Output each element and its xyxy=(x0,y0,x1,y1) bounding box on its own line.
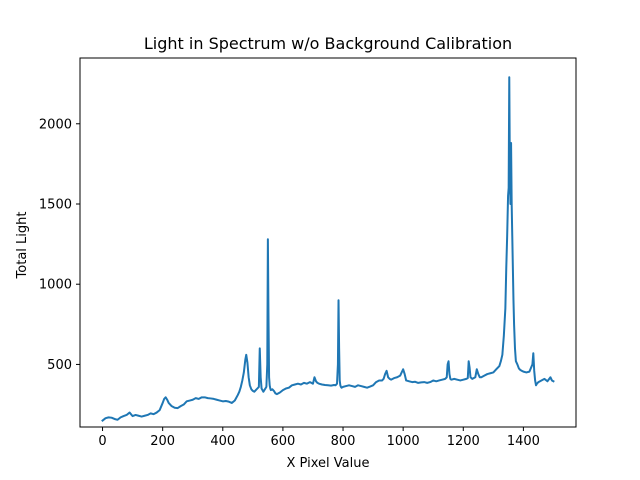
x-axis-label: X Pixel Value xyxy=(287,456,370,471)
x-axis-ticks: 0 200 400 600 800 1000 1200 1400 xyxy=(98,427,540,449)
y-tick-label: 1000 xyxy=(39,278,72,293)
x-tick-label: 1000 xyxy=(387,434,420,449)
chart-title: Light in Spectrum w/o Background Calibra… xyxy=(144,34,512,53)
x-tick-label: 1400 xyxy=(507,434,540,449)
x-tick-label: 800 xyxy=(331,434,356,449)
series-line xyxy=(101,76,555,422)
y-tick-label: 1500 xyxy=(39,197,72,212)
axes-frame xyxy=(79,57,577,428)
y-tick-label: 2000 xyxy=(39,117,72,132)
x-tick-label: 1200 xyxy=(447,434,480,449)
x-tick-label: 600 xyxy=(270,434,295,449)
x-tick-label: 200 xyxy=(150,434,175,449)
y-tick-label: 500 xyxy=(47,358,72,373)
y-axis-ticks: 500 1000 1500 2000 xyxy=(39,117,80,373)
x-tick-label: 0 xyxy=(98,434,106,449)
plot-area xyxy=(79,57,577,428)
x-tick-label: 400 xyxy=(210,434,235,449)
y-axis-label: Total Light xyxy=(15,212,30,280)
